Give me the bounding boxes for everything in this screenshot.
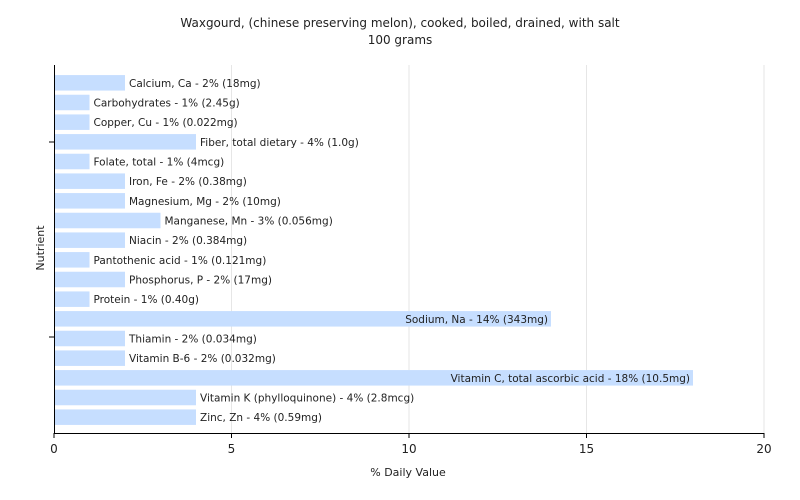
bar-13 bbox=[55, 330, 125, 347]
bar-label-7: Manganese, Mn - 3% (0.056mg) bbox=[165, 216, 333, 228]
bar-10 bbox=[55, 271, 125, 288]
bar-label-4: Folate, total - 1% (4mcg) bbox=[94, 157, 225, 169]
bar-3 bbox=[55, 134, 196, 150]
bar-label-11: Protein - 1% (0.40g) bbox=[94, 294, 200, 306]
bar-label-3: Fiber, total dietary - 4% (1.0g) bbox=[200, 137, 359, 149]
bar-label-8: Niacin - 2% (0.384mg) bbox=[129, 235, 247, 247]
bar-label-5: Iron, Fe - 2% (0.38mg) bbox=[129, 176, 247, 188]
bars-group: Calcium, Ca - 2% (18mg) Carbohydrates - 1… bbox=[55, 75, 693, 425]
bar-2 bbox=[55, 114, 90, 130]
x-tick-label-2: 10 bbox=[401, 442, 416, 456]
bar-11 bbox=[55, 291, 90, 307]
bar-7 bbox=[55, 212, 161, 229]
bar-label-2: Copper, Cu - 1% (0.022mg) bbox=[94, 117, 238, 129]
bar-label-16: Vitamin K (phylloquinone) - 4% (2.8mcg) bbox=[200, 393, 414, 405]
bar-label-6: Magnesium, Mg - 2% (10mg) bbox=[129, 196, 281, 208]
chart-subtitle: 100 grams bbox=[368, 33, 433, 47]
x-tick-label-3: 15 bbox=[579, 442, 594, 456]
x-tick-label-4: 20 bbox=[756, 442, 771, 456]
bar-label-1: Carbohydrates - 1% (2.45g) bbox=[94, 98, 240, 110]
y-axis-label: Nutrient bbox=[34, 225, 47, 271]
x-tick-label-0: 0 bbox=[50, 442, 58, 456]
chart-title: Waxgourd, (chinese preserving melon), co… bbox=[180, 16, 619, 30]
bar-label-9: Pantothenic acid - 1% (0.121mg) bbox=[94, 255, 267, 267]
bar-17 bbox=[55, 409, 196, 425]
bar-0 bbox=[55, 75, 125, 91]
bar-8 bbox=[55, 232, 125, 248]
bar-label-12: Sodium, Na - 14% (343mg) bbox=[405, 314, 548, 326]
bar-label-17: Zinc, Zn - 4% (0.59mg) bbox=[200, 412, 322, 424]
bar-1 bbox=[55, 94, 90, 111]
bar-4 bbox=[55, 153, 90, 170]
bar-9 bbox=[55, 252, 90, 268]
bar-label-14: Vitamin B-6 - 2% (0.032mg) bbox=[129, 353, 276, 365]
bar-5 bbox=[55, 173, 125, 189]
bar-16 bbox=[55, 389, 196, 406]
bar-label-15: Vitamin C, total ascorbic acid - 18% (10… bbox=[451, 373, 690, 385]
bar-label-0: Calcium, Ca - 2% (18mg) bbox=[129, 78, 261, 90]
bar-14 bbox=[55, 350, 125, 366]
bar-15 bbox=[55, 370, 693, 386]
bar-label-10: Phosphorus, P - 2% (17mg) bbox=[129, 275, 272, 287]
bar-6 bbox=[55, 193, 125, 209]
axes-group: 0 5 10 15 20 bbox=[49, 65, 772, 456]
x-axis-label: % Daily Value bbox=[370, 466, 446, 479]
bar-label-13: Thiamin - 2% (0.034mg) bbox=[128, 334, 257, 346]
bar-12 bbox=[55, 311, 551, 327]
x-tick-label-1: 5 bbox=[228, 442, 236, 456]
